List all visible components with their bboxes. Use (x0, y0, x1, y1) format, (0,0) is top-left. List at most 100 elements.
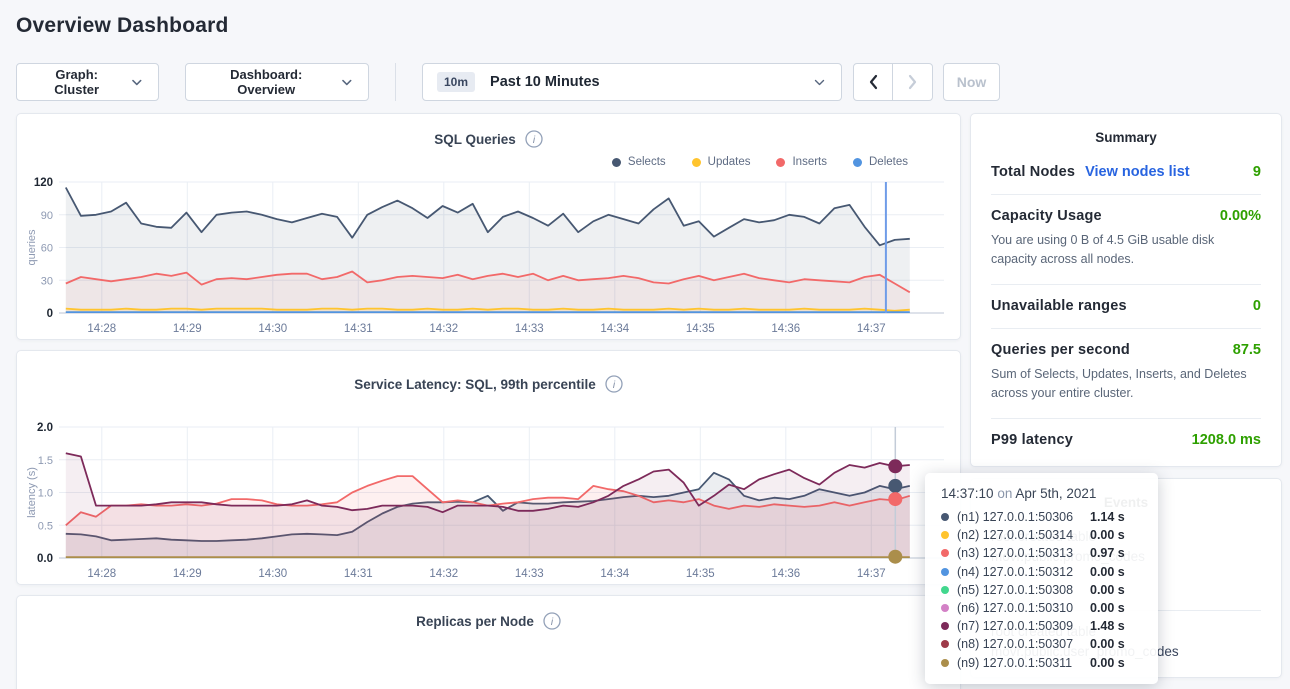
tooltip-rows: (n1) 127.0.0.1:50306 1.14 s (n2) 127.0.0… (941, 508, 1144, 672)
legend-dot-icon (853, 157, 862, 167)
tooltip-node-row: (n2) 127.0.0.1:50314 0.00 s (941, 526, 1144, 544)
legend-dot-icon (611, 157, 621, 167)
chart-title: Replicas per Node (416, 613, 534, 629)
chevron-left-icon (869, 74, 878, 90)
tooltip-node-row: (n3) 127.0.0.1:50313 0.97 s (941, 544, 1144, 562)
legend-label: Inserts (792, 156, 827, 168)
summary-item-label: Capacity Usage (991, 208, 1102, 224)
legend-label: Selects (627, 156, 666, 168)
chevron-down-icon (132, 79, 142, 85)
svg-text:14:32: 14:32 (429, 323, 458, 335)
legend-item-inserts[interactable]: Inserts (776, 156, 827, 168)
controls-divider (395, 63, 396, 101)
svg-text:14:28: 14:28 (87, 568, 116, 580)
time-next-button[interactable] (893, 63, 933, 101)
legend-label: Deletes (869, 156, 908, 168)
svg-text:14:33: 14:33 (515, 568, 544, 580)
tooltip-node-value: 1.14 s (1090, 510, 1125, 525)
legend-item-deletes[interactable]: Deletes (853, 156, 908, 168)
chart-hover-tooltip: 14:37:10 on Apr 5th, 2021 (n1) 127.0.0.1… (925, 473, 1158, 684)
view-nodes-list-link[interactable]: View nodes list (1085, 164, 1190, 180)
legend-item-updates[interactable]: Updates (691, 156, 750, 168)
dashboard-dropdown-label: Dashboard: Overview (230, 67, 303, 97)
tooltip-node-value: 0.00 s (1090, 637, 1125, 652)
svg-text:14:30: 14:30 (258, 568, 287, 580)
summary-item-queries-per-second: Queries per second 87.5 Sum of Selects, … (991, 329, 1261, 419)
tooltip-node-value: 0.00 s (1090, 655, 1125, 670)
summary-item-total-nodes: Total Nodes View nodes list 9 (991, 151, 1261, 195)
summary-item-description: Sum of Selects, Updates, Inserts, and De… (991, 366, 1247, 401)
tooltip-node-label: (n2) 127.0.0.1:50314 (957, 528, 1074, 543)
chart-header: SQL Queries i (25, 114, 952, 148)
tooltip-node-row: (n4) 127.0.0.1:50312 0.00 s (941, 563, 1144, 581)
svg-text:14:34: 14:34 (600, 568, 629, 580)
tooltip-node-row: (n5) 127.0.0.1:50308 0.00 s (941, 581, 1144, 599)
node-color-dot-icon (941, 531, 949, 540)
time-step-buttons (853, 63, 933, 101)
legend-item-selects[interactable]: Selects (611, 156, 666, 168)
summary-item-unavailable-ranges: Unavailable ranges 0 (991, 285, 1261, 329)
info-icon[interactable]: i (525, 130, 543, 148)
tooltip-node-label: (n9) 127.0.0.1:50311 (957, 655, 1073, 670)
svg-text:14:35: 14:35 (686, 568, 715, 580)
tooltip-node-row: (n6) 127.0.0.1:50310 0.00 s (941, 599, 1144, 617)
tooltip-node-row: (n9) 127.0.0.1:50311 0.00 s (941, 654, 1144, 672)
chart-header: Replicas per Node i (25, 596, 952, 630)
summary-item-label: Unavailable ranges (991, 297, 1127, 314)
info-icon[interactable]: i (543, 612, 561, 630)
graph-dropdown-label: Graph: Cluster (54, 67, 100, 97)
summary-panel: Summary Total Nodes View nodes list 9 Ca… (970, 113, 1282, 467)
tooltip-node-value: 0.00 s (1090, 528, 1125, 543)
tooltip-node-value: 0.00 s (1090, 582, 1125, 597)
time-prev-button[interactable] (853, 63, 893, 101)
tooltip-time: 14:37:10 (941, 486, 994, 501)
chart-title: Service Latency: SQL, 99th percentile (354, 376, 596, 392)
svg-text:latency (s): latency (s) (26, 467, 38, 518)
time-range-dropdown[interactable]: 10m Past 10 Minutes (422, 63, 842, 101)
tooltip-node-row: (n7) 127.0.0.1:50309 1.48 s (941, 617, 1144, 635)
node-color-dot-icon (941, 640, 949, 649)
summary-item-description: You are using 0 B of 4.5 GiB usable disk… (991, 233, 1215, 267)
sql-queries-chart[interactable]: 14:28 14:29 14:30 14:31 14:32 14:33 14:34 14:35… (25, 174, 954, 339)
summary-item-value: 0.00% (1219, 208, 1261, 224)
chevron-right-icon (908, 74, 916, 90)
tooltip-node-value: 0.00 s (1090, 564, 1125, 579)
summary-title: Summary (1095, 130, 1157, 145)
summary-item-capacity-usage: Capacity Usage 0.00% You are using 0 B o… (991, 195, 1261, 285)
chart-header: Service Latency: SQL, 99th percentile i (25, 351, 952, 393)
time-range-label: Past 10 Minutes (490, 74, 600, 90)
now-button[interactable]: Now (943, 63, 1000, 101)
node-color-dot-icon (941, 513, 949, 522)
svg-text:14:34: 14:34 (600, 323, 629, 335)
svg-text:90: 90 (41, 210, 53, 222)
tooltip-node-label: (n6) 127.0.0.1:50310 (957, 601, 1074, 616)
sql-queries-chart-card: SQL Queries i Selects Updates Inserts De… (16, 113, 961, 340)
charts-column: SQL Queries i Selects Updates Inserts De… (16, 113, 961, 689)
summary-item-label: P99 latency (991, 431, 1073, 448)
latency-chart-card: Service Latency: SQL, 99th percentile i … (16, 350, 961, 585)
dashboard-dropdown[interactable]: Dashboard: Overview (185, 63, 369, 101)
info-icon[interactable]: i (605, 375, 623, 393)
svg-text:14:33: 14:33 (515, 323, 544, 335)
chart-legend-spacer (25, 395, 908, 419)
chevron-down-icon (342, 79, 352, 85)
svg-text:30: 30 (41, 275, 53, 287)
node-color-dot-icon (941, 567, 949, 576)
svg-text:14:37: 14:37 (857, 323, 886, 335)
summary-item-value: 87.5 (1232, 341, 1261, 358)
svg-text:i: i (551, 617, 554, 628)
tooltip-on-word: on (997, 486, 1013, 501)
svg-text:0.0: 0.0 (37, 553, 53, 565)
tooltip-node-label: (n3) 127.0.0.1:50313 (957, 546, 1074, 561)
latency-chart[interactable]: 14:28 14:29 14:30 14:31 14:32 14:33 14:34 14:35… (25, 419, 954, 584)
summary-item-value: 0 (1252, 297, 1261, 314)
summary-item-value: 9 (1252, 164, 1261, 180)
svg-text:2.0: 2.0 (37, 422, 53, 434)
node-color-dot-icon (941, 585, 949, 594)
chevron-down-icon (814, 79, 825, 85)
tooltip-node-value: 0.00 s (1090, 601, 1125, 616)
legend-dot-icon (691, 157, 701, 167)
graph-dropdown[interactable]: Graph: Cluster (16, 63, 159, 101)
page-title: Overview Dashboard (16, 14, 229, 37)
svg-text:14:29: 14:29 (173, 323, 202, 335)
